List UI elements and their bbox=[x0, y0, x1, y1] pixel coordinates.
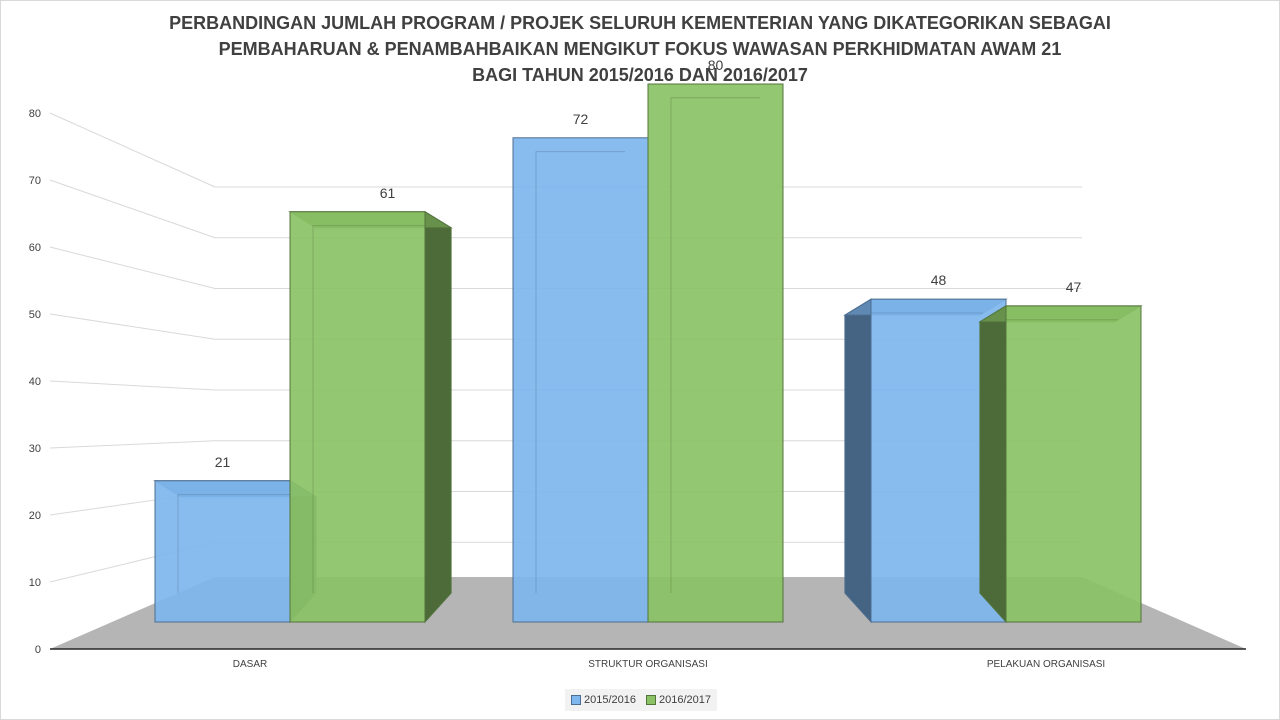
y-tick-label: 80 bbox=[29, 108, 41, 120]
legend: 2015/2016 2016/2017 bbox=[565, 689, 717, 711]
bar-inner-edge-dasar-2015 bbox=[177, 494, 290, 593]
chart-title-line-3: BAGI TAHUN 2015/2016 DAN 2016/2017 bbox=[472, 65, 808, 85]
data-label-pelakuan-2015: 48 bbox=[931, 272, 947, 288]
gridline-left-30 bbox=[49, 440, 216, 449]
chart-title-line-1: PERBANDINGAN JUMLAH PROGRAM / PROJEK SEL… bbox=[169, 13, 1111, 33]
bar-struktur-2015 bbox=[512, 137, 649, 623]
bar-struktur-2016 bbox=[647, 83, 784, 623]
legend-label-2016: 2016/2017 bbox=[659, 694, 711, 706]
legend-swatch-2015 bbox=[571, 695, 581, 705]
y-tick-label: 0 bbox=[35, 644, 41, 656]
x-category-label: DASAR bbox=[233, 659, 267, 670]
legend-item-2016: 2016/2017 bbox=[646, 694, 711, 706]
bar-dasar-2015 bbox=[154, 480, 291, 623]
chart-title-line-2: PEMBAHARUAN & PENAMBAHBAIKAN MENGIKUT FO… bbox=[218, 39, 1062, 59]
gridline-left-60 bbox=[49, 246, 216, 289]
legend-item-2015: 2015/2016 bbox=[571, 694, 636, 706]
legend-label-2015: 2015/2016 bbox=[584, 694, 636, 706]
bar-side-pelakuan-2016 bbox=[979, 305, 1007, 624]
data-label-pelakuan-2016: 47 bbox=[1066, 279, 1082, 295]
bar-dasar-2016 bbox=[289, 211, 426, 623]
x-category-label: STRUKTUR ORGANISASI bbox=[588, 659, 707, 670]
bar-inner-edge-dasar-2016 bbox=[312, 225, 425, 593]
data-label-dasar-2016: 61 bbox=[380, 185, 396, 201]
y-tick-label: 60 bbox=[29, 242, 41, 254]
bar-side-dasar-2016 bbox=[424, 210, 452, 624]
bar-side-pelakuan-2015 bbox=[844, 298, 872, 624]
data-label-struktur-2015: 72 bbox=[573, 111, 589, 127]
gridline-left-50 bbox=[49, 313, 216, 340]
bar-inner-edge-pelakuan-2016 bbox=[1005, 319, 1118, 593]
bar-inner-edge-pelakuan-2015 bbox=[870, 312, 983, 593]
y-tick-label: 70 bbox=[29, 175, 41, 187]
y-tick-label: 50 bbox=[29, 309, 41, 321]
bar-inner-edge-struktur-2015 bbox=[535, 151, 625, 593]
x-category-label: PELAKUAN ORGANISASI bbox=[987, 659, 1105, 670]
y-tick-label: 10 bbox=[29, 577, 41, 589]
data-label-struktur-2016: 80 bbox=[708, 57, 724, 73]
bar-pelakuan-2016 bbox=[1005, 305, 1142, 623]
data-label-dasar-2015: 21 bbox=[215, 454, 231, 470]
y-tick-label: 20 bbox=[29, 510, 41, 522]
legend-swatch-2016 bbox=[646, 695, 656, 705]
bar-inner-edge-struktur-2016 bbox=[670, 97, 760, 593]
gridline-left-80 bbox=[49, 112, 216, 188]
y-tick-label: 40 bbox=[29, 376, 41, 388]
chart-title: PERBANDINGAN JUMLAH PROGRAM / PROJEK SEL… bbox=[0, 10, 1280, 88]
gridline-left-70 bbox=[49, 179, 216, 239]
y-tick-label: 30 bbox=[29, 443, 41, 455]
gridline-left-40 bbox=[49, 380, 216, 391]
